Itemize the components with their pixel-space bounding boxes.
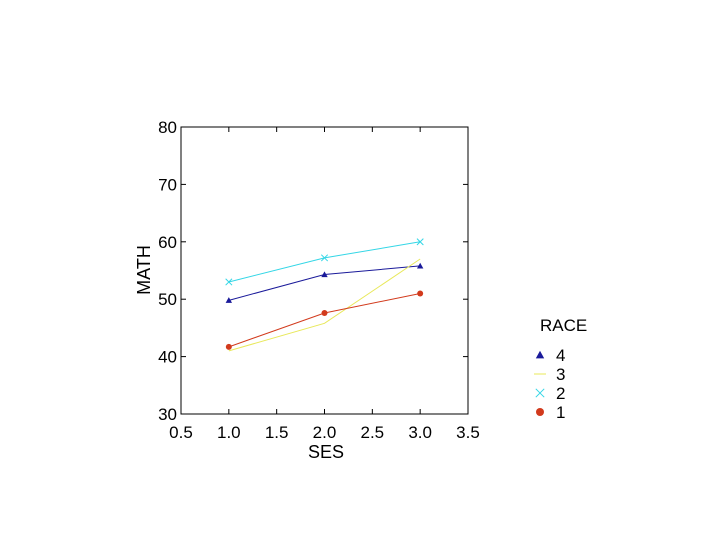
y-tick-label: 80 [158, 118, 177, 137]
data-point [225, 297, 233, 303]
x-tick-label: 1.5 [265, 423, 289, 442]
data-point [225, 343, 232, 350]
plot-frame [180, 126, 469, 415]
y-tick-label: 70 [158, 175, 177, 194]
x-tick-label: 3.5 [456, 423, 480, 442]
series-3 [228, 258, 421, 352]
legend-title: RACE [540, 316, 587, 335]
data-point [225, 278, 233, 286]
data-point-stroke [225, 278, 233, 286]
legend-label: 4 [556, 346, 565, 365]
x-tick-label: 2.5 [361, 423, 385, 442]
y-tick-label: 50 [158, 290, 177, 309]
y-tick-label: 60 [158, 233, 177, 252]
data-point-stroke [416, 238, 424, 246]
x-tick-label: 3.0 [408, 423, 432, 442]
legend-item: 2 [535, 384, 565, 403]
series-line [228, 265, 421, 301]
y-tick-label: 40 [158, 348, 177, 367]
data-point-stroke [320, 254, 329, 262]
data-point [416, 238, 424, 246]
legend-item: 3 [534, 365, 565, 384]
legend-label: 2 [556, 384, 565, 403]
x-axis-title: SES [308, 442, 344, 462]
legend-label: 3 [556, 365, 565, 384]
legend-swatch [536, 408, 544, 416]
legend-swatch [535, 388, 545, 398]
y-tick-label: 30 [158, 405, 177, 424]
series-line [228, 292, 421, 348]
series-line [228, 258, 421, 352]
series-4 [225, 262, 424, 303]
data-point-stroke [535, 388, 545, 398]
data-point [321, 271, 328, 278]
data-point [417, 290, 424, 297]
data-point [416, 262, 424, 269]
series-2 [225, 238, 424, 286]
y-axis-title: MATH [134, 245, 154, 295]
legend-label: 1 [556, 403, 565, 422]
x-tick-label: 0.5 [169, 423, 193, 442]
legend-swatch [535, 350, 545, 359]
legend-item: 4 [535, 346, 565, 365]
data-point [320, 254, 329, 262]
x-tick-label: 2.0 [313, 423, 337, 442]
x-tick-label: 1.0 [217, 423, 241, 442]
legend-item: 1 [536, 403, 565, 422]
data-point [321, 309, 328, 316]
series-1 [225, 290, 424, 350]
